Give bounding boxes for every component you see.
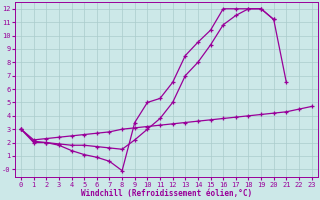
X-axis label: Windchill (Refroidissement éolien,°C): Windchill (Refroidissement éolien,°C) (81, 189, 252, 198)
